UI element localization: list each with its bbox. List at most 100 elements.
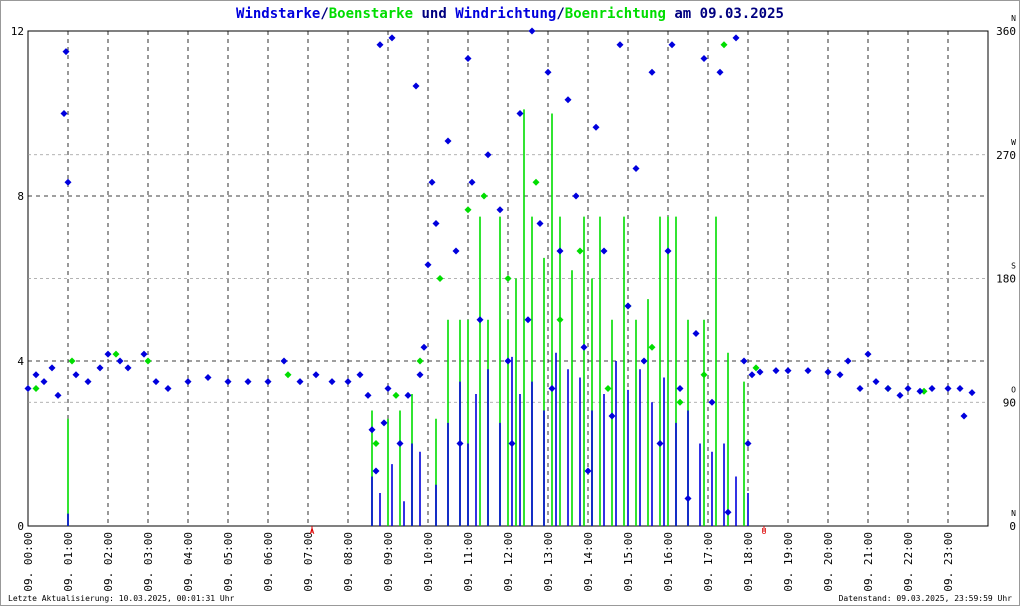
- x-tick-label: 09. 07:00: [302, 532, 315, 592]
- diamond: [62, 48, 70, 56]
- bar: [735, 476, 737, 526]
- diamond: [164, 385, 172, 392]
- x-tick-label: 09. 12:00: [502, 532, 515, 592]
- x-tick-label: 09. 20:00: [822, 532, 835, 592]
- bar: [435, 484, 437, 526]
- bar: [467, 319, 469, 526]
- diamond: [104, 350, 112, 358]
- y2-tick-label: 0: [1009, 520, 1016, 533]
- bar: [487, 369, 489, 526]
- diamond: [356, 371, 364, 379]
- bar: [723, 443, 725, 526]
- bar: [371, 410, 373, 526]
- diamond: [364, 391, 372, 399]
- diamond: [536, 220, 544, 227]
- diamond: [920, 387, 928, 395]
- x-tick-label: 09. 09:00: [382, 532, 395, 592]
- x-tick-label: 09. 18:00: [742, 532, 755, 592]
- diamond: [700, 371, 708, 379]
- bar: [419, 451, 421, 526]
- diamond: [504, 275, 512, 282]
- bar: [583, 216, 585, 526]
- bar: [379, 493, 381, 526]
- diamond: [564, 96, 572, 104]
- diamond: [724, 508, 732, 516]
- bar: [479, 216, 481, 526]
- x-tick-label: 09. 04:00: [182, 532, 195, 592]
- diamond: [476, 316, 484, 324]
- diamond: [508, 440, 516, 447]
- diamond: [916, 387, 924, 395]
- bar: [435, 418, 437, 526]
- bar: [567, 369, 569, 526]
- x-tick-label: 09. 10:00: [422, 532, 435, 592]
- diamond: [752, 364, 760, 372]
- diamond: [784, 367, 792, 375]
- diamond: [24, 385, 32, 392]
- diamond: [584, 467, 592, 475]
- x-tick-label: 09. 05:00: [222, 532, 235, 592]
- bar: [67, 418, 69, 526]
- diamond: [376, 41, 384, 49]
- x-tick-label: 09. 17:00: [702, 532, 715, 592]
- bar: [447, 422, 449, 526]
- diamond: [884, 385, 892, 392]
- diamond: [464, 55, 472, 62]
- bar: [687, 410, 689, 526]
- bar: [675, 422, 677, 526]
- bar: [543, 257, 545, 526]
- diamond: [700, 55, 708, 62]
- title-part: Boenstarke: [329, 6, 413, 22]
- bar: [531, 381, 533, 526]
- diamond: [72, 371, 80, 379]
- diamond: [392, 391, 400, 399]
- x-tick-label: 09. 08:00: [342, 532, 355, 592]
- x-tick-label: 09. 22:00: [902, 532, 915, 592]
- diamond: [64, 178, 72, 186]
- bar: [635, 319, 637, 526]
- bar: [475, 394, 477, 526]
- diamond: [524, 316, 532, 324]
- diamond: [444, 137, 452, 145]
- diamond: [960, 412, 968, 420]
- diamond: [624, 302, 632, 310]
- bar: [611, 319, 613, 526]
- diamond: [720, 41, 728, 49]
- bar: [639, 369, 641, 526]
- diamond: [804, 367, 812, 375]
- bar: [459, 381, 461, 526]
- diamond: [32, 385, 40, 392]
- bar: [711, 451, 713, 526]
- y2-tick-label: 90: [1003, 396, 1016, 409]
- bar: [499, 216, 501, 526]
- bar: [515, 278, 517, 526]
- diamond: [556, 247, 564, 255]
- bar: [467, 443, 469, 526]
- y-tick-label: 0: [17, 520, 24, 533]
- diamond: [388, 34, 396, 42]
- diamond: [556, 316, 564, 324]
- diamond: [140, 350, 148, 358]
- y2-tick-label: 180: [996, 273, 1016, 286]
- diamond: [640, 357, 648, 365]
- diamond: [844, 357, 852, 365]
- footer-left: Letzte Aktualisierung: 10.03.2025, 00:01…: [8, 594, 235, 603]
- sun-marker-label: A: [310, 527, 315, 536]
- diamond: [484, 151, 492, 159]
- y2-tick-label: 270: [996, 149, 1016, 162]
- bar: [591, 410, 593, 526]
- diamond: [748, 371, 756, 379]
- diamond: [756, 368, 764, 376]
- diamond: [692, 330, 700, 337]
- bar: [543, 410, 545, 526]
- diamond: [532, 178, 540, 186]
- diamond: [372, 440, 380, 447]
- y2-direction-label: S: [1011, 262, 1016, 271]
- diamond: [112, 350, 120, 358]
- diamond: [516, 110, 524, 117]
- diamond: [416, 357, 424, 365]
- bar: [387, 418, 389, 526]
- diamond: [54, 391, 62, 399]
- x-tick-label: 09. 01:00: [62, 532, 75, 592]
- x-tick-label: 09. 21:00: [862, 532, 875, 592]
